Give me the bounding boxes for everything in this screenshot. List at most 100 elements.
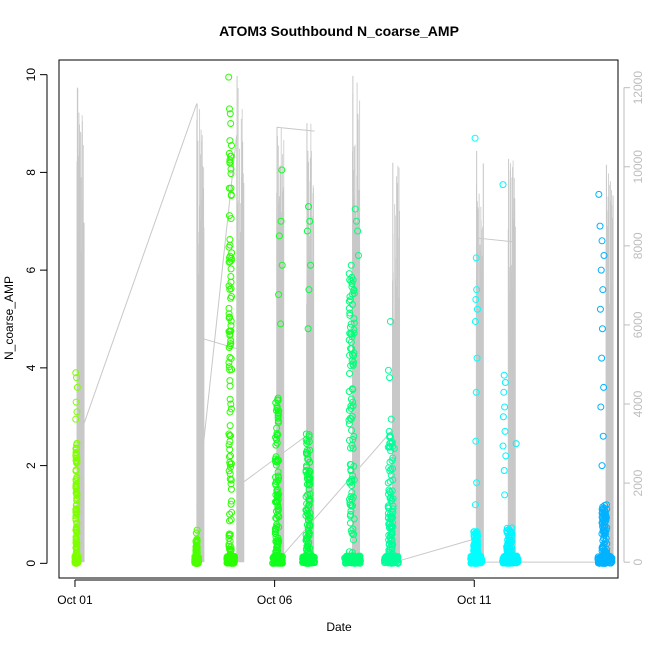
data-point <box>386 555 394 563</box>
scatter-series-group-9 <box>499 181 522 567</box>
scatter-series-group-2 <box>191 526 203 567</box>
data-point <box>499 181 507 189</box>
data-point <box>348 290 356 298</box>
secondary-spike-cluster <box>475 150 484 563</box>
data-point <box>600 555 608 563</box>
secondary-connector-line <box>276 427 395 563</box>
scatter-series-group-8 <box>467 134 486 567</box>
data-point <box>226 235 234 243</box>
data-point <box>508 529 516 537</box>
data-point <box>227 485 235 493</box>
data-point <box>347 466 355 474</box>
data-point <box>274 409 282 417</box>
data-point <box>502 452 510 460</box>
data-point <box>275 291 283 299</box>
data-point <box>305 286 313 294</box>
data-point <box>305 203 313 211</box>
data-point <box>227 142 235 150</box>
data-point <box>192 544 200 552</box>
data-point <box>354 227 362 235</box>
data-point <box>472 295 480 303</box>
data-point <box>225 453 233 461</box>
scatter-series-group-4 <box>269 166 286 567</box>
data-point <box>193 526 201 534</box>
data-point <box>274 476 282 484</box>
y-tick-label: 10 <box>24 68 38 82</box>
data-point <box>302 536 310 544</box>
data-point <box>227 543 235 551</box>
data-point <box>349 361 357 369</box>
data-point <box>274 486 282 494</box>
data-point <box>226 156 234 164</box>
data-point <box>273 439 281 447</box>
data-point <box>225 304 233 312</box>
data-point <box>226 110 234 118</box>
data-point <box>274 431 282 439</box>
data-point <box>385 443 393 451</box>
data-point <box>595 190 603 198</box>
secondary-connector-line <box>276 126 315 132</box>
data-point <box>274 414 282 422</box>
data-point <box>501 403 509 411</box>
data-point <box>73 444 81 452</box>
y2-tick-label: 4000 <box>631 390 645 417</box>
data-point <box>72 452 80 460</box>
data-point <box>598 354 606 362</box>
data-point <box>73 494 81 502</box>
data-point <box>227 120 235 128</box>
data-point <box>227 460 235 468</box>
data-point <box>385 464 393 472</box>
data-point <box>349 402 357 410</box>
data-point <box>302 430 310 438</box>
data-point <box>499 442 507 450</box>
data-point <box>349 558 357 566</box>
data-point <box>225 467 233 475</box>
data-point <box>226 377 234 385</box>
data-point <box>505 538 513 546</box>
data-point <box>347 493 355 501</box>
data-point <box>73 491 81 499</box>
data-point <box>226 408 234 416</box>
data-point <box>302 531 310 539</box>
data-point <box>471 317 479 325</box>
data-point <box>503 524 511 532</box>
data-point <box>501 491 509 499</box>
data-point <box>227 254 235 262</box>
data-point <box>350 536 358 544</box>
chart-title: ATOM3 Southbound N_coarse_AMP <box>219 23 459 39</box>
data-point <box>226 241 234 249</box>
x-tick-label: Oct 06 <box>257 593 293 607</box>
secondary-connector-line <box>394 537 477 563</box>
secondary-connector-line <box>236 435 307 488</box>
data-point <box>72 510 80 518</box>
data-point <box>500 371 508 379</box>
data-point <box>346 309 354 317</box>
data-point <box>227 500 235 508</box>
data-point <box>348 529 356 537</box>
data-point <box>192 559 200 567</box>
data-point <box>227 256 235 264</box>
data-point <box>226 366 234 374</box>
data-point <box>596 305 604 313</box>
data-point <box>228 497 236 505</box>
data-point <box>225 532 233 540</box>
data-point <box>347 320 355 328</box>
y-axis-label: N_coarse_AMP <box>2 276 16 360</box>
data-point <box>356 557 364 565</box>
data-point <box>501 379 509 387</box>
data-point <box>351 205 359 213</box>
y2-tick-label: 10000 <box>631 150 645 184</box>
data-point <box>345 387 353 395</box>
data-point <box>471 559 479 567</box>
data-point <box>346 370 354 378</box>
data-point <box>598 547 606 555</box>
data-point <box>227 355 235 363</box>
secondary-connector-line <box>76 103 198 444</box>
data-point <box>274 394 282 402</box>
data-point <box>473 286 481 294</box>
data-point <box>274 538 282 546</box>
data-point <box>227 322 235 330</box>
scatter-points-layer <box>71 73 616 567</box>
data-point <box>272 453 280 461</box>
data-point <box>72 559 80 567</box>
